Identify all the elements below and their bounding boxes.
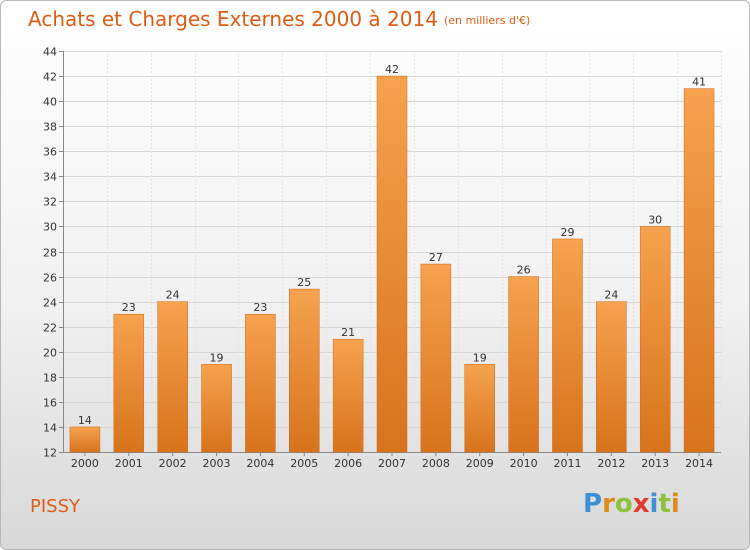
x-tick-label: 2013 <box>641 457 669 470</box>
town-name: PISSY <box>30 496 81 517</box>
bar <box>639 226 671 453</box>
bar <box>157 301 188 453</box>
y-tick-label: 20 <box>43 347 57 360</box>
x-tick-label: 2009 <box>466 457 494 470</box>
value-label: 23 <box>253 301 267 314</box>
bar <box>508 276 539 453</box>
value-label: 14 <box>78 414 92 427</box>
x-tick-label: 2002 <box>159 457 187 470</box>
x-tick-label: 2004 <box>246 457 274 470</box>
bar <box>69 426 101 453</box>
y-tick-label: 36 <box>43 146 57 159</box>
x-tick-label: 2012 <box>597 457 625 470</box>
y-tick-label: 34 <box>43 171 57 184</box>
y-tick-label: 38 <box>43 121 57 134</box>
value-label: 42 <box>385 63 399 76</box>
bar <box>420 263 452 453</box>
value-label: 26 <box>517 264 531 277</box>
value-label: 24 <box>604 289 618 302</box>
bar <box>596 301 627 453</box>
y-tick-label: 30 <box>43 221 57 234</box>
value-label: 30 <box>648 213 662 226</box>
bar <box>289 288 320 453</box>
logo-letter: t <box>658 489 671 519</box>
logo-letter: o <box>614 489 633 519</box>
value-labels: 14 23 24 19 23 25 21 42 27 19 26 29 24 30 41 <box>78 63 706 427</box>
y-tick-label: 16 <box>43 397 57 410</box>
y-tick-label: 14 <box>43 422 57 435</box>
bar <box>332 338 364 453</box>
bar <box>245 313 276 453</box>
value-label: 27 <box>429 251 443 264</box>
logo-letter: r <box>602 489 615 519</box>
value-label: 41 <box>692 76 706 89</box>
bar <box>683 88 715 453</box>
value-label: 19 <box>210 351 224 364</box>
y-tick-label: 44 <box>43 46 57 59</box>
y-tick-labels: 12 14 16 18 20 22 24 26 28 30 32 34 36 38 40 42 44 <box>43 46 57 460</box>
value-label: 25 <box>297 276 311 289</box>
x-tick-label: 2003 <box>203 457 231 470</box>
y-tick-label: 12 <box>43 447 57 460</box>
logo-letter: x <box>632 489 650 519</box>
x-tick-label: 2001 <box>115 457 143 470</box>
y-tick-label: 26 <box>43 272 57 285</box>
logo-letter: i <box>670 489 680 519</box>
value-label: 23 <box>122 301 136 314</box>
x-tick-label: 2005 <box>290 457 318 470</box>
x-tick-label: 2011 <box>553 457 581 470</box>
x-tick-label: 2014 <box>685 457 713 470</box>
value-label: 29 <box>560 226 574 239</box>
logo-letter: i <box>649 489 659 519</box>
x-tick-label: 2006 <box>334 457 362 470</box>
x-tick-label: 2000 <box>71 457 99 470</box>
proxiti-logo: Proxiti <box>583 489 680 519</box>
bar <box>552 238 583 453</box>
bar <box>201 364 232 453</box>
value-label: 19 <box>473 351 487 364</box>
y-tick-label: 24 <box>43 297 57 310</box>
title-text: Achats et Charges Externes 2000 à 2014 <box>28 7 438 31</box>
logo-letter: P <box>583 489 603 519</box>
y-tick-label: 28 <box>43 247 57 260</box>
value-label: 21 <box>341 326 355 339</box>
bar <box>113 313 145 453</box>
chart-title: Achats et Charges Externes 2000 à 2014 (e… <box>28 7 530 31</box>
x-tick-label: 2008 <box>422 457 450 470</box>
x-tick-label: 2010 <box>510 457 538 470</box>
y-tick-label: 40 <box>43 96 57 109</box>
x-tick-labels: 2000 2001 2002 2003 2004 2005 2006 2007 2008 2009… <box>71 457 713 470</box>
bar <box>464 364 495 453</box>
title-unit: (en milliers d'€) <box>443 14 531 27</box>
axes <box>59 51 721 456</box>
y-tick-label: 22 <box>43 322 57 335</box>
y-tick-label: 32 <box>43 196 57 209</box>
value-label: 24 <box>166 289 180 302</box>
bar <box>376 75 408 453</box>
y-tick-label: 42 <box>43 71 57 84</box>
bars <box>69 75 715 453</box>
x-tick-label: 2007 <box>378 457 406 470</box>
y-tick-label: 18 <box>43 372 57 385</box>
